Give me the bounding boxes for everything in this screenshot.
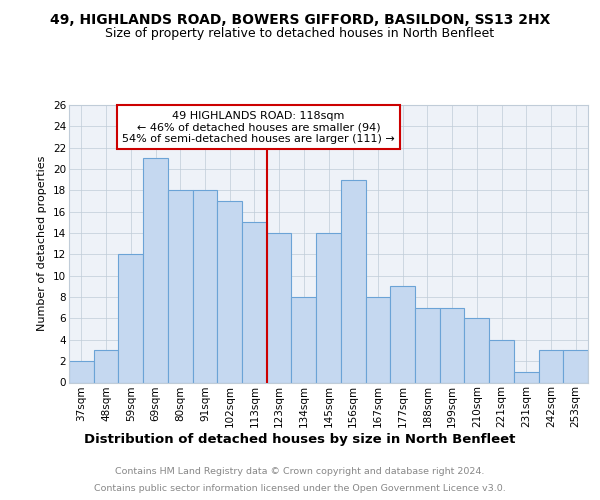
Bar <box>464 318 489 382</box>
Bar <box>217 201 242 382</box>
Bar <box>440 308 464 382</box>
Text: Distribution of detached houses by size in North Benfleet: Distribution of detached houses by size … <box>85 432 515 446</box>
Bar <box>539 350 563 382</box>
Text: 49, HIGHLANDS ROAD, BOWERS GIFFORD, BASILDON, SS13 2HX: 49, HIGHLANDS ROAD, BOWERS GIFFORD, BASI… <box>50 12 550 26</box>
Bar <box>341 180 365 382</box>
Bar <box>489 340 514 382</box>
Bar <box>69 361 94 382</box>
Text: Contains HM Land Registry data © Crown copyright and database right 2024.: Contains HM Land Registry data © Crown c… <box>115 468 485 476</box>
Bar <box>193 190 217 382</box>
Bar <box>168 190 193 382</box>
Bar <box>514 372 539 382</box>
Text: 49 HIGHLANDS ROAD: 118sqm
← 46% of detached houses are smaller (94)
54% of semi-: 49 HIGHLANDS ROAD: 118sqm ← 46% of detac… <box>122 110 395 144</box>
Y-axis label: Number of detached properties: Number of detached properties <box>37 156 47 332</box>
Bar <box>292 297 316 382</box>
Bar <box>143 158 168 382</box>
Bar <box>365 297 390 382</box>
Bar <box>563 350 588 382</box>
Bar <box>390 286 415 382</box>
Bar <box>94 350 118 382</box>
Text: Contains public sector information licensed under the Open Government Licence v3: Contains public sector information licen… <box>94 484 506 493</box>
Bar <box>415 308 440 382</box>
Bar <box>118 254 143 382</box>
Text: Size of property relative to detached houses in North Benfleet: Size of property relative to detached ho… <box>106 28 494 40</box>
Bar <box>316 233 341 382</box>
Bar <box>267 233 292 382</box>
Bar <box>242 222 267 382</box>
